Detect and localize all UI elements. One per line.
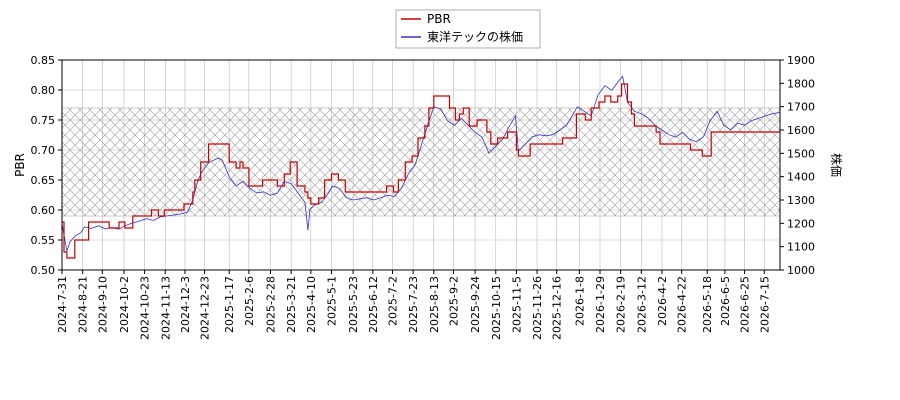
x-tick-label-27: 2026-2-19 (615, 276, 628, 333)
y-left-axis-title: PBR (13, 153, 27, 177)
x-tick-label-13: 2025-5-1 (325, 276, 338, 326)
y-left-tick-label-5: 0.75 (31, 114, 56, 127)
x-tick-label-9: 2025-2-6 (243, 276, 256, 326)
y-right-ticks: 1000 1100 1200 1300 1400 1500 1600 1700 1800 1900 (780, 54, 815, 277)
x-tick-label-6: 2024-12-3 (179, 276, 192, 333)
y-right-tick-label-5: 1500 (787, 147, 815, 160)
y-right-tick-label-1: 1100 (787, 241, 815, 254)
x-tick-label-18: 2025-8-13 (428, 276, 441, 333)
x-tick-label-17: 2025-7-23 (407, 276, 420, 333)
x-tick-label-15: 2025-6-12 (367, 276, 380, 333)
x-tick-label-10: 2025-2-28 (265, 276, 278, 333)
y-right-axis-title: 株価 (829, 153, 844, 177)
x-tick-label-26: 2026-1-29 (594, 276, 607, 333)
y-left-tick-label-6: 0.80 (31, 84, 56, 97)
x-tick-label-33: 2026-6-25 (739, 276, 752, 333)
x-tick-label-3: 2024-10-2 (118, 276, 131, 333)
y-left-tick-label-3: 0.65 (31, 174, 56, 187)
y-right-tick-label-3: 1300 (787, 194, 815, 207)
y-left-tick-label-0: 0.50 (31, 264, 56, 277)
y-left-ticks: 0.50 0.55 0.60 0.65 0.70 0.75 0.80 0.85 (31, 54, 63, 277)
x-tick-label-14: 2025-5-23 (347, 276, 360, 333)
x-tick-label-4: 2024-10-23 (139, 276, 152, 340)
x-tick-label-28: 2026-3-12 (635, 276, 648, 333)
x-tick-label-11: 2025-3-21 (285, 276, 298, 333)
y-left-tick-label-7: 0.85 (31, 54, 56, 67)
hatched-band (62, 108, 780, 216)
x-tick-label-29: 2026-4-2 (656, 276, 669, 326)
x-tick-label-30: 2026-4-22 (676, 276, 689, 333)
x-tick-label-5: 2024-11-13 (159, 276, 172, 340)
y-right-tick-label-6: 1600 (787, 124, 815, 137)
y-left-tick-label-2: 0.60 (31, 204, 56, 217)
legend-label-pbr: PBR (427, 12, 451, 26)
x-tick-label-1: 2024-8-21 (77, 276, 90, 333)
legend: PBR 東洋テックの株価 (396, 10, 540, 48)
x-tick-label-32: 2026-6-5 (719, 276, 732, 326)
y-right-tick-label-4: 1400 (787, 171, 815, 184)
y-left-tick-label-1: 0.55 (31, 234, 56, 247)
x-tick-label-21: 2025-10-15 (490, 276, 503, 340)
y-right-tick-label-0: 1000 (787, 264, 815, 277)
x-tick-label-19: 2025-9-2 (447, 276, 460, 326)
legend-label-price: 東洋テックの株価 (427, 29, 523, 44)
x-tick-label-16: 2025-7-2 (386, 276, 399, 326)
y-left-tick-label-4: 0.70 (31, 144, 56, 157)
y-right-tick-label-9: 1900 (787, 54, 815, 67)
x-tick-label-34: 2026-7-15 (758, 276, 771, 333)
x-tick-label-0: 2024-7-31 (56, 276, 69, 333)
y-right-tick-label-8: 1800 (787, 77, 815, 90)
x-tick-label-25: 2026-1-8 (573, 276, 586, 326)
x-tick-label-24: 2025-12-16 (551, 276, 564, 340)
y-right-tick-label-2: 1200 (787, 217, 815, 230)
x-tick-label-8: 2025-1-17 (223, 276, 236, 333)
x-tick-label-23: 2025-11-26 (531, 276, 544, 340)
x-tick-label-2: 2024-9-10 (96, 276, 109, 333)
y-right-tick-label-7: 1700 (787, 101, 815, 114)
x-ticks: 2024-7-31 2024-8-21 2024-9-10 2024-10-2 2024… (56, 270, 771, 340)
x-tick-label-20: 2025-9-24 (469, 276, 482, 333)
x-tick-label-12: 2025-4-10 (305, 276, 318, 333)
x-tick-label-7: 2024-12-23 (199, 276, 212, 340)
x-tick-label-31: 2026-5-18 (701, 276, 714, 333)
x-tick-label-22: 2025-11-5 (510, 276, 523, 333)
